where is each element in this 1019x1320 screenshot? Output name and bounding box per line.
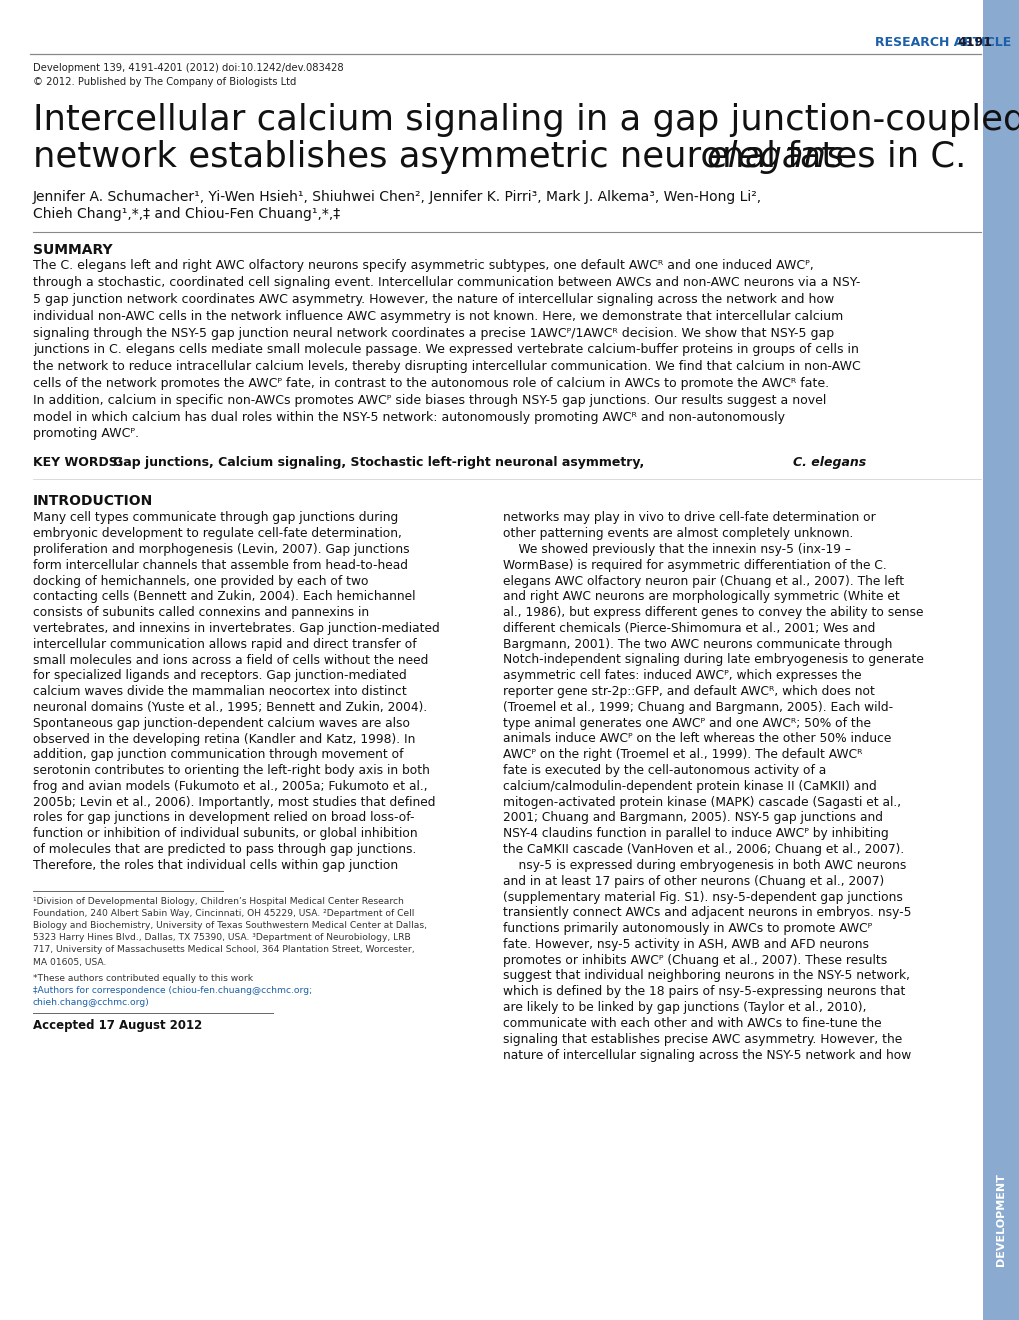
Text: junctions in C. elegans cells mediate small molecule passage. We expressed verte: junctions in C. elegans cells mediate sm… xyxy=(33,343,858,356)
Text: embryonic development to regulate cell-fate determination,: embryonic development to regulate cell-f… xyxy=(33,527,401,540)
Text: Jennifer A. Schumacher¹, Yi-Wen Hsieh¹, Shiuhwei Chen², Jennifer K. Pirri³, Mark: Jennifer A. Schumacher¹, Yi-Wen Hsieh¹, … xyxy=(33,190,761,205)
Text: addition, gap junction communication through movement of: addition, gap junction communication thr… xyxy=(33,748,404,762)
Text: cells of the network promotes the AWCᴾ fate, in contrast to the autonomous role : cells of the network promotes the AWCᴾ f… xyxy=(33,378,828,391)
Text: different chemicals (Pierce-Shimomura et al., 2001; Wes and: different chemicals (Pierce-Shimomura et… xyxy=(502,622,874,635)
Text: frog and avian models (Fukumoto et al., 2005a; Fukumoto et al.,: frog and avian models (Fukumoto et al., … xyxy=(33,780,427,793)
Text: elegans AWC olfactory neuron pair (Chuang et al., 2007). The left: elegans AWC olfactory neuron pair (Chuan… xyxy=(502,574,903,587)
Text: docking of hemichannels, one provided by each of two: docking of hemichannels, one provided by… xyxy=(33,574,368,587)
Text: form intercellular channels that assemble from head-to-head: form intercellular channels that assembl… xyxy=(33,558,408,572)
Text: Foundation, 240 Albert Sabin Way, Cincinnati, OH 45229, USA. ²Department of Cell: Foundation, 240 Albert Sabin Way, Cincin… xyxy=(33,909,414,917)
Text: serotonin contributes to orienting the left-right body axis in both: serotonin contributes to orienting the l… xyxy=(33,764,429,777)
Text: calcium/calmodulin-dependent protein kinase II (CaMKII) and: calcium/calmodulin-dependent protein kin… xyxy=(502,780,876,793)
Text: individual non-AWC cells in the network influence AWC asymmetry is not known. He: individual non-AWC cells in the network … xyxy=(33,310,843,323)
Text: suggest that individual neighboring neurons in the NSY-5 network,: suggest that individual neighboring neur… xyxy=(502,969,909,982)
Text: nsy-5 is expressed during embryogenesis in both AWC neurons: nsy-5 is expressed during embryogenesis … xyxy=(502,859,906,873)
Text: NSY-4 claudins function in parallel to induce AWCᴾ by inhibiting: NSY-4 claudins function in parallel to i… xyxy=(502,828,888,841)
Text: communicate with each other and with AWCs to fine-tune the: communicate with each other and with AWC… xyxy=(502,1016,880,1030)
Text: KEY WORDS:: KEY WORDS: xyxy=(33,457,127,470)
Text: (supplementary material Fig. S1). nsy-5-dependent gap junctions: (supplementary material Fig. S1). nsy-5-… xyxy=(502,891,902,903)
Text: promoting AWCᴾ.: promoting AWCᴾ. xyxy=(33,428,139,441)
Text: MA 01605, USA.: MA 01605, USA. xyxy=(33,958,106,966)
Text: network establishes asymmetric neuronal fates in C.: network establishes asymmetric neuronal … xyxy=(33,140,976,174)
Text: ¹Division of Developmental Biology, Children’s Hospital Medical Center Research: ¹Division of Developmental Biology, Chil… xyxy=(33,896,404,906)
Text: DEVELOPMENT: DEVELOPMENT xyxy=(996,1173,1006,1266)
Text: promotes or inhibits AWCᴾ (Chuang et al., 2007). These results: promotes or inhibits AWCᴾ (Chuang et al.… xyxy=(502,953,887,966)
Text: through a stochastic, coordinated cell signaling event. Intercellular communicat: through a stochastic, coordinated cell s… xyxy=(33,276,860,289)
Text: Bargmann, 2001). The two AWC neurons communicate through: Bargmann, 2001). The two AWC neurons com… xyxy=(502,638,892,651)
Bar xyxy=(982,0,1019,1320)
Text: model in which calcium has dual roles within the NSY-5 network: autonomously pro: model in which calcium has dual roles wi… xyxy=(33,411,785,424)
Text: INTRODUCTION: INTRODUCTION xyxy=(33,494,153,508)
Text: SUMMARY: SUMMARY xyxy=(33,243,112,257)
Text: 717, University of Massachusetts Medical School, 364 Plantation Street, Worceste: 717, University of Massachusetts Medical… xyxy=(33,945,414,954)
Text: vertebrates, and innexins in invertebrates. Gap junction-mediated: vertebrates, and innexins in invertebrat… xyxy=(33,622,439,635)
Text: asymmetric cell fates: induced AWCᴾ, which expresses the: asymmetric cell fates: induced AWCᴾ, whi… xyxy=(502,669,861,682)
Text: fate. However, nsy-5 activity in ASH, AWB and AFD neurons: fate. However, nsy-5 activity in ASH, AW… xyxy=(502,939,868,950)
Text: for specialized ligands and receptors. Gap junction-mediated: for specialized ligands and receptors. G… xyxy=(33,669,407,682)
Text: animals induce AWCᴾ on the left whereas the other 50% induce: animals induce AWCᴾ on the left whereas … xyxy=(502,733,891,746)
Text: We showed previously that the innexin nsy-5 (inx-19 –: We showed previously that the innexin ns… xyxy=(502,543,850,556)
Text: and right AWC neurons are morphologically symmetric (White et: and right AWC neurons are morphologicall… xyxy=(502,590,899,603)
Text: 5323 Harry Hines Blvd., Dallas, TX 75390, USA. ³Department of Neurobiology, LRB: 5323 Harry Hines Blvd., Dallas, TX 75390… xyxy=(33,933,411,942)
Text: Intercellular calcium signaling in a gap junction-coupled cell: Intercellular calcium signaling in a gap… xyxy=(33,103,1019,137)
Text: the network to reduce intracellular calcium levels, thereby disrupting intercell: the network to reduce intracellular calc… xyxy=(33,360,860,374)
Text: elegans: elegans xyxy=(705,140,844,174)
Text: fate is executed by the cell-autonomous activity of a: fate is executed by the cell-autonomous … xyxy=(502,764,825,777)
Text: C. elegans: C. elegans xyxy=(792,457,865,470)
Text: 5 gap junction network coordinates AWC asymmetry. However, the nature of interce: 5 gap junction network coordinates AWC a… xyxy=(33,293,834,306)
Text: © 2012. Published by The Company of Biologists Ltd: © 2012. Published by The Company of Biol… xyxy=(33,77,297,87)
Text: Chieh Chang¹,*,‡ and Chiou-Fen Chuang¹,*,‡: Chieh Chang¹,*,‡ and Chiou-Fen Chuang¹,*… xyxy=(33,207,339,220)
Text: The C. elegans left and right AWC olfactory neurons specify asymmetric subtypes,: The C. elegans left and right AWC olfact… xyxy=(33,260,813,272)
Text: *These authors contributed equally to this work: *These authors contributed equally to th… xyxy=(33,974,253,983)
Text: Spontaneous gap junction-dependent calcium waves are also: Spontaneous gap junction-dependent calci… xyxy=(33,717,410,730)
Text: signaling that establishes precise AWC asymmetry. However, the: signaling that establishes precise AWC a… xyxy=(502,1032,902,1045)
Text: small molecules and ions across a field of cells without the need: small molecules and ions across a field … xyxy=(33,653,428,667)
Text: neuronal domains (Yuste et al., 1995; Bennett and Zukin, 2004).: neuronal domains (Yuste et al., 1995; Be… xyxy=(33,701,427,714)
Text: al., 1986), but express different genes to convey the ability to sense: al., 1986), but express different genes … xyxy=(502,606,922,619)
Text: WormBase) is required for asymmetric differentiation of the C.: WormBase) is required for asymmetric dif… xyxy=(502,558,886,572)
Text: function or inhibition of individual subunits, or global inhibition: function or inhibition of individual sub… xyxy=(33,828,417,841)
Text: of molecules that are predicted to pass through gap junctions.: of molecules that are predicted to pass … xyxy=(33,843,416,857)
Text: Gap junctions, Calcium signaling, Stochastic left-right neuronal asymmetry,: Gap junctions, Calcium signaling, Stocha… xyxy=(113,457,648,470)
Text: Many cell types communicate through gap junctions during: Many cell types communicate through gap … xyxy=(33,511,397,524)
Text: contacting cells (Bennett and Zukin, 2004). Each hemichannel: contacting cells (Bennett and Zukin, 200… xyxy=(33,590,415,603)
Text: Therefore, the roles that individual cells within gap junction: Therefore, the roles that individual cel… xyxy=(33,859,397,873)
Text: consists of subunits called connexins and pannexins in: consists of subunits called connexins an… xyxy=(33,606,369,619)
Text: calcium waves divide the mammalian neocortex into distinct: calcium waves divide the mammalian neoco… xyxy=(33,685,407,698)
Text: and in at least 17 pairs of other neurons (Chuang et al., 2007): and in at least 17 pairs of other neuron… xyxy=(502,875,883,888)
Text: intercellular communication allows rapid and direct transfer of: intercellular communication allows rapid… xyxy=(33,638,416,651)
Text: Development 139, 4191-4201 (2012) doi:10.1242/dev.083428: Development 139, 4191-4201 (2012) doi:10… xyxy=(33,63,343,73)
Text: other patterning events are almost completely unknown.: other patterning events are almost compl… xyxy=(502,527,853,540)
Text: transiently connect AWCs and adjacent neurons in embryos. nsy-5: transiently connect AWCs and adjacent ne… xyxy=(502,907,911,919)
Text: type animal generates one AWCᴾ and one AWCᴿ; 50% of the: type animal generates one AWCᴾ and one A… xyxy=(502,717,870,730)
Text: 2001; Chuang and Bargmann, 2005). NSY-5 gap junctions and: 2001; Chuang and Bargmann, 2005). NSY-5 … xyxy=(502,812,882,825)
Text: nature of intercellular signaling across the NSY-5 network and how: nature of intercellular signaling across… xyxy=(502,1048,910,1061)
Text: Biology and Biochemistry, University of Texas Southwestern Medical Center at Dal: Biology and Biochemistry, University of … xyxy=(33,921,427,931)
Text: mitogen-activated protein kinase (MAPK) cascade (Sagasti et al.,: mitogen-activated protein kinase (MAPK) … xyxy=(502,796,900,809)
Text: AWCᴾ on the right (Troemel et al., 1999). The default AWCᴿ: AWCᴾ on the right (Troemel et al., 1999)… xyxy=(502,748,862,762)
Text: 4191: 4191 xyxy=(956,36,990,49)
Text: which is defined by the 18 pairs of nsy-5-expressing neurons that: which is defined by the 18 pairs of nsy-… xyxy=(502,985,905,998)
Text: the CaMKII cascade (VanHoven et al., 2006; Chuang et al., 2007).: the CaMKII cascade (VanHoven et al., 200… xyxy=(502,843,904,857)
Text: 2005b; Levin et al., 2006). Importantly, most studies that defined: 2005b; Levin et al., 2006). Importantly,… xyxy=(33,796,435,809)
Text: observed in the developing retina (Kandler and Katz, 1998). In: observed in the developing retina (Kandl… xyxy=(33,733,415,746)
Text: RESEARCH ARTICLE: RESEARCH ARTICLE xyxy=(874,36,1010,49)
Text: roles for gap junctions in development relied on broad loss-of-: roles for gap junctions in development r… xyxy=(33,812,414,825)
Text: Notch-independent signaling during late embryogenesis to generate: Notch-independent signaling during late … xyxy=(502,653,923,667)
Text: functions primarily autonomously in AWCs to promote AWCᴾ: functions primarily autonomously in AWCs… xyxy=(502,923,871,935)
Text: proliferation and morphogenesis (Levin, 2007). Gap junctions: proliferation and morphogenesis (Levin, … xyxy=(33,543,410,556)
Text: signaling through the NSY-5 gap junction neural network coordinates a precise 1A: signaling through the NSY-5 gap junction… xyxy=(33,327,834,339)
Text: In addition, calcium in specific non-AWCs promotes AWCᴾ side biases through NSY-: In addition, calcium in specific non-AWC… xyxy=(33,393,825,407)
Text: networks may play in vivo to drive cell-fate determination or: networks may play in vivo to drive cell-… xyxy=(502,511,875,524)
Text: are likely to be linked by gap junctions (Taylor et al., 2010),: are likely to be linked by gap junctions… xyxy=(502,1001,866,1014)
Text: Accepted 17 August 2012: Accepted 17 August 2012 xyxy=(33,1019,202,1032)
Text: chieh.chang@cchmc.org): chieh.chang@cchmc.org) xyxy=(33,998,150,1007)
Text: (Troemel et al., 1999; Chuang and Bargmann, 2005). Each wild-: (Troemel et al., 1999; Chuang and Bargma… xyxy=(502,701,893,714)
Text: reporter gene str-2p::GFP, and default AWCᴿ, which does not: reporter gene str-2p::GFP, and default A… xyxy=(502,685,874,698)
Text: ‡Authors for correspondence (chiou-fen.chuang@cchmc.org;: ‡Authors for correspondence (chiou-fen.c… xyxy=(33,986,312,995)
